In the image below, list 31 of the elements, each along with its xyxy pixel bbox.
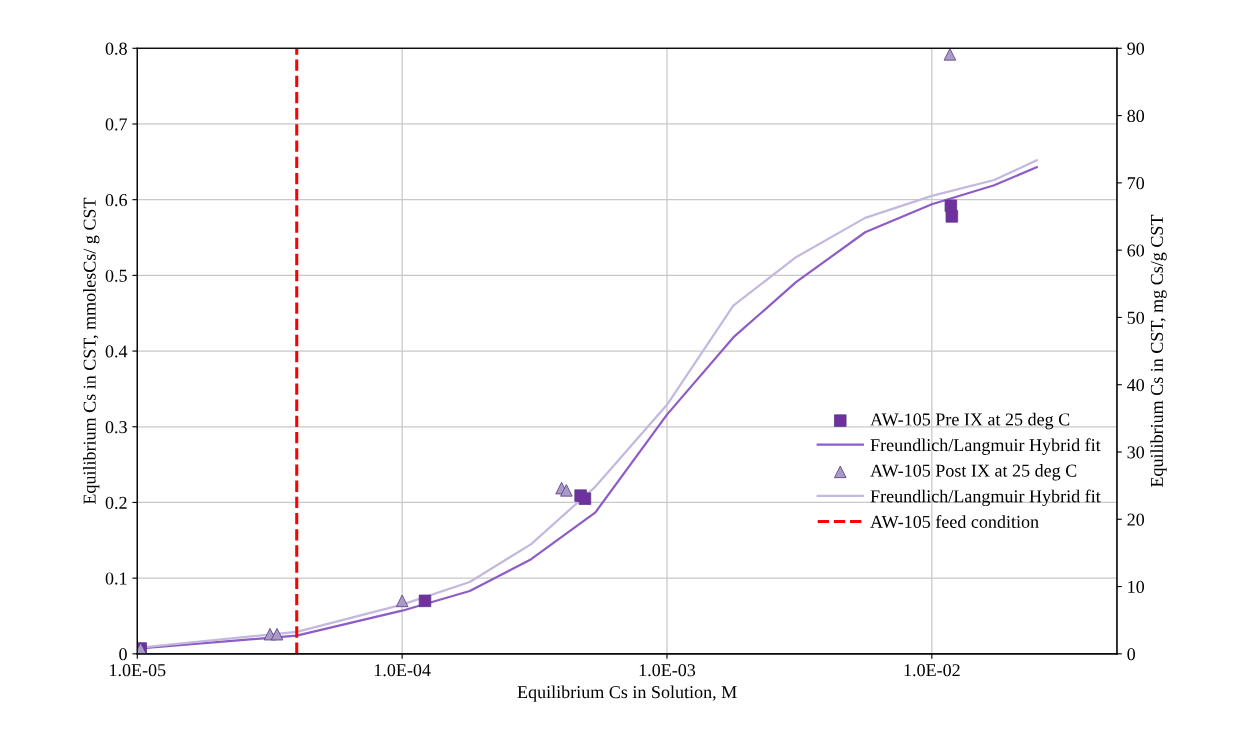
legend-label: Freundlich/Langmuir Hybrid fit <box>870 489 1101 507</box>
y2-tick-label: 0 <box>1127 648 1136 661</box>
y2-tick-label: 20 <box>1127 513 1145 526</box>
x-tick-label: 1.0E-05 <box>110 664 166 677</box>
y2-tick-label: 10 <box>1128 580 1145 593</box>
x-tick-label: 1.0E-02 <box>904 664 960 677</box>
y-tick-label: 0.5 <box>105 269 127 282</box>
x-tick-label: 1.0E-04 <box>374 664 431 677</box>
y2-tick-label: 30 <box>1127 446 1145 459</box>
legend-label: AW-105 Post IX at 25 deg C <box>870 464 1077 481</box>
y2-tick-label: 80 <box>1127 109 1145 123</box>
x-tick-label: 1.0E-03 <box>639 664 696 677</box>
y2-tick-label: 70 <box>1127 177 1145 190</box>
y2-tick-label: 40 <box>1127 378 1145 392</box>
y2-tick-label: 50 <box>1127 311 1145 324</box>
y-tick-label: 0.1 <box>105 572 127 585</box>
legend-label: AW-105 feed condition <box>870 515 1039 529</box>
y-tick-label: 0.3 <box>105 421 127 434</box>
y-tick-label: 0.6 <box>105 193 128 207</box>
y2-axis-title: Equilibrium Cs in CST, mg Cs/g CST <box>1150 214 1167 488</box>
y2-tick-label: 90 <box>1127 42 1145 55</box>
x-axis-title: Equilibrium Cs in Solution, M <box>517 685 737 702</box>
y-tick-label: 0 <box>119 648 127 661</box>
y-tick-label: 0.2 <box>105 496 127 509</box>
y-tick-label: 0.8 <box>105 42 127 55</box>
y2-tick-label: 60 <box>1127 244 1145 257</box>
y-axis-title: Equilibrium Cs in CST, mmolesCs/ g CST <box>83 197 100 505</box>
y-tick-label: 0.4 <box>105 345 128 358</box>
legend-label: Freundlich/Langmuir Hybrid fit <box>870 438 1101 455</box>
legend-label: AW-105 Pre IX at 25 deg C <box>870 412 1070 430</box>
y-tick-label: 0.7 <box>105 118 128 131</box>
